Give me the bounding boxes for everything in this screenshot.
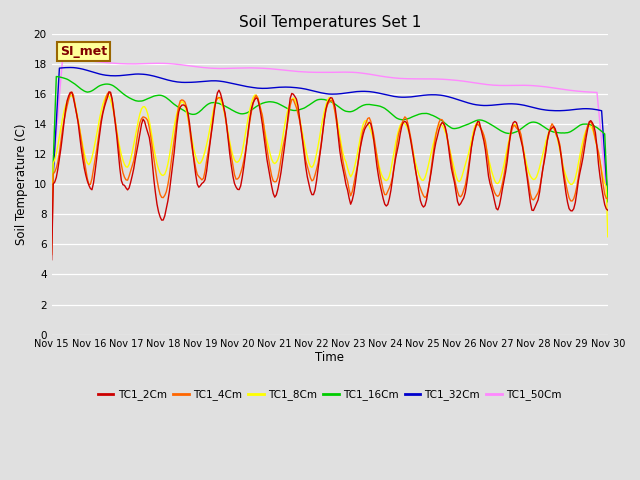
Legend: TC1_2Cm, TC1_4Cm, TC1_8Cm, TC1_16Cm, TC1_32Cm, TC1_50Cm: TC1_2Cm, TC1_4Cm, TC1_8Cm, TC1_16Cm, TC1… [93, 385, 566, 405]
Title: Soil Temperatures Set 1: Soil Temperatures Set 1 [239, 15, 421, 30]
X-axis label: Time: Time [316, 351, 344, 364]
Text: SI_met: SI_met [60, 45, 107, 58]
Y-axis label: Soil Temperature (C): Soil Temperature (C) [15, 123, 28, 245]
